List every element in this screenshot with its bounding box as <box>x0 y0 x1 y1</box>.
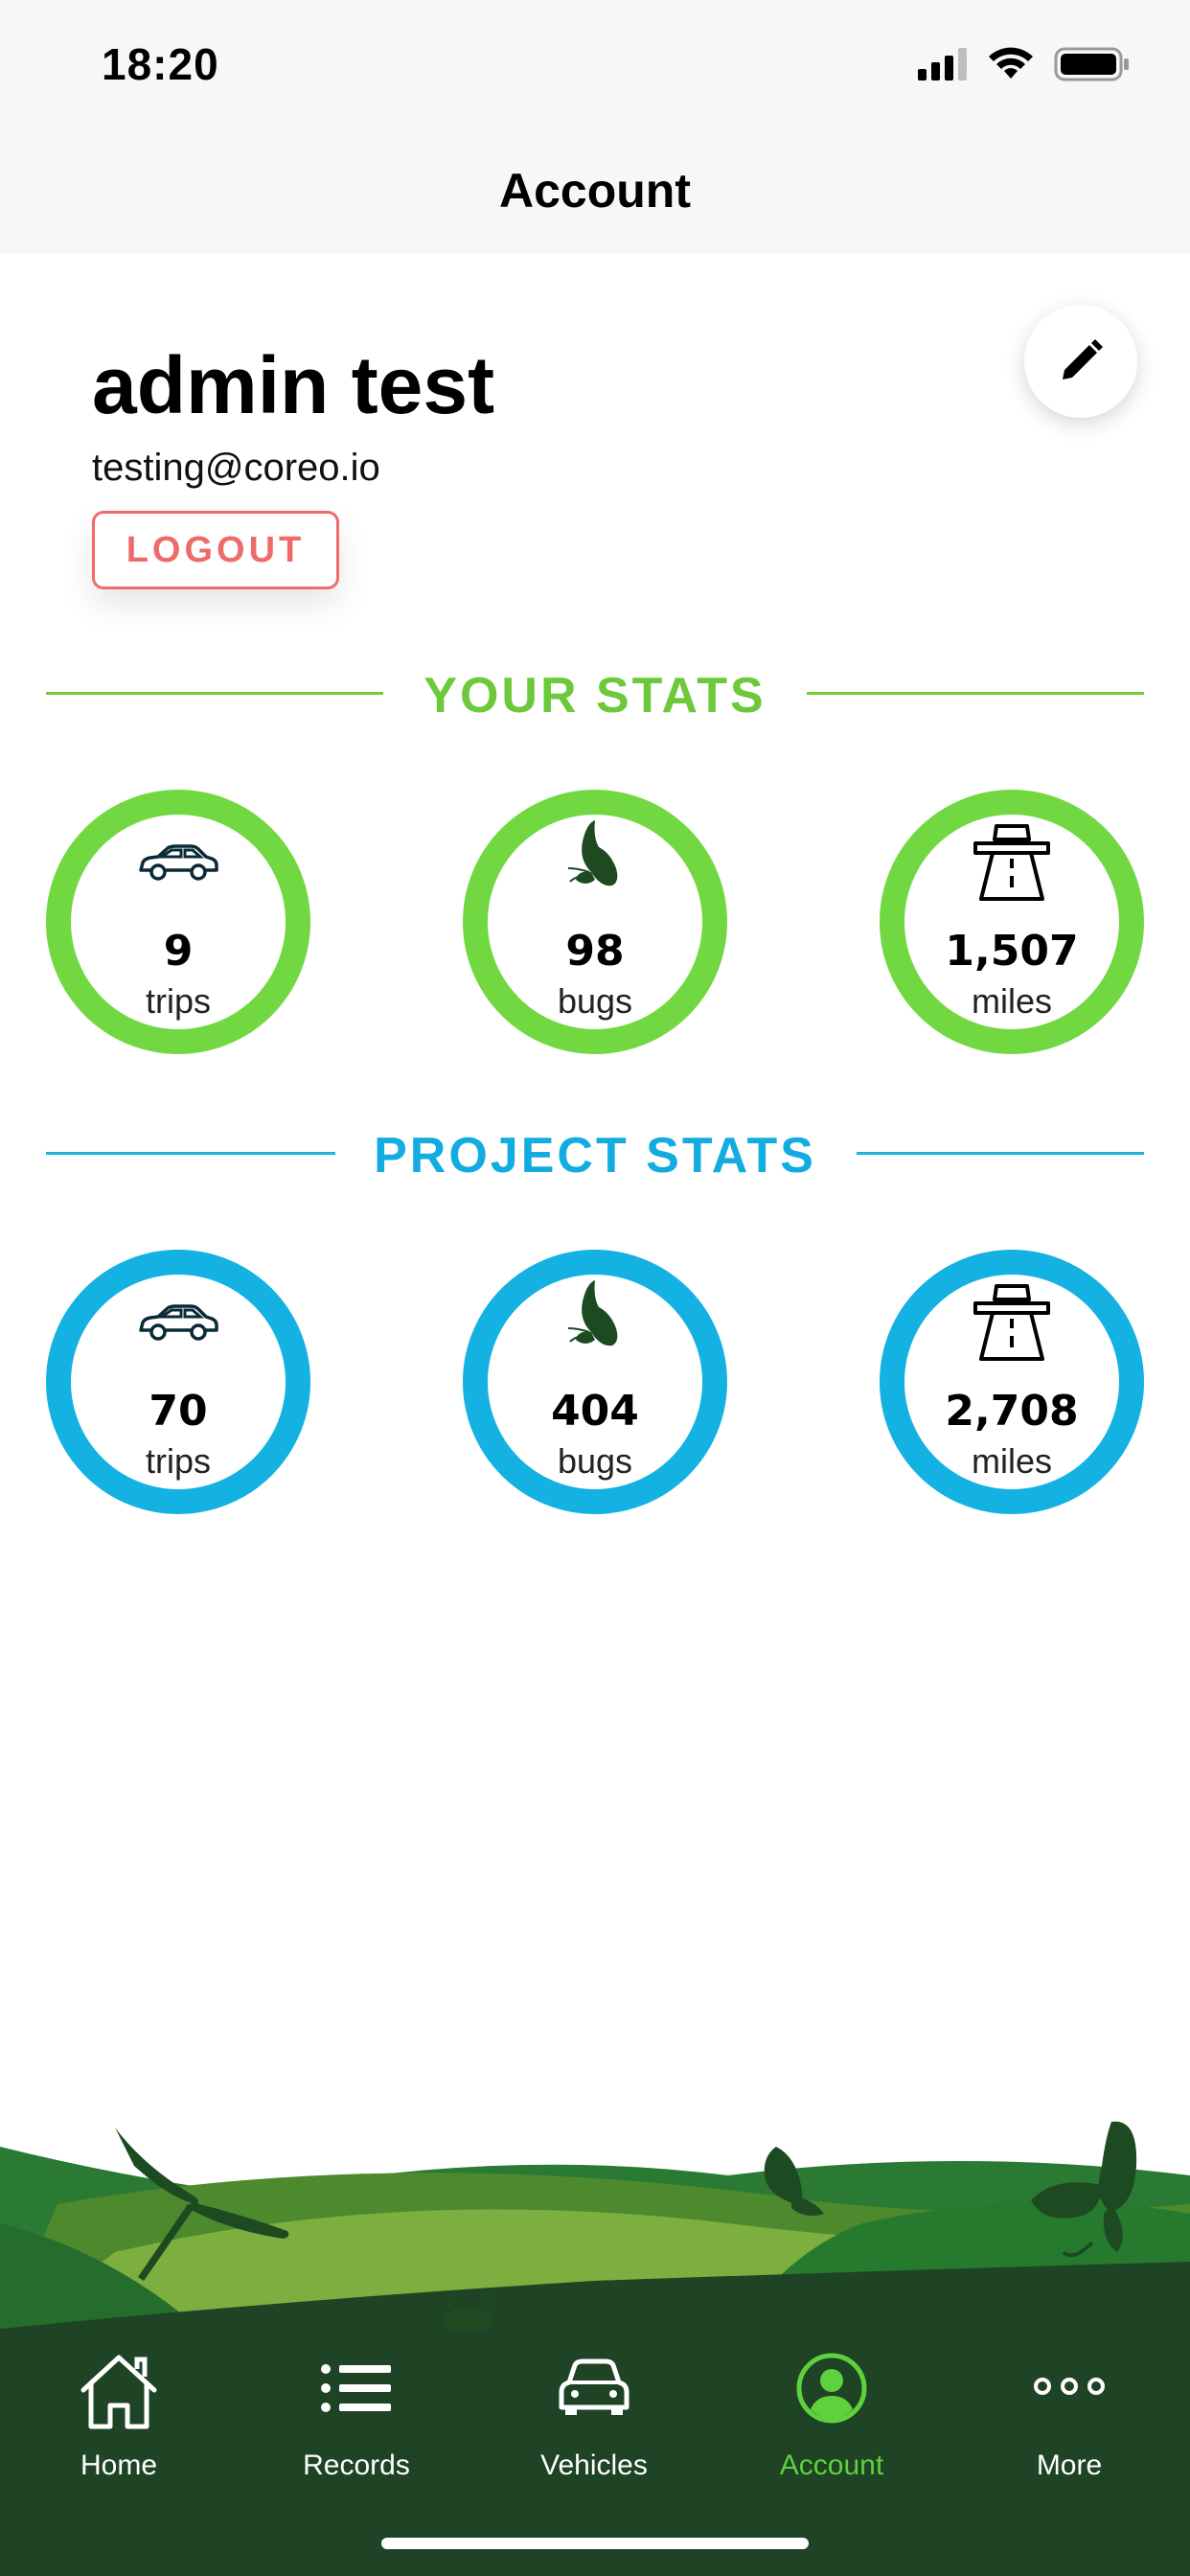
stat-value: 70 <box>149 1387 208 1436</box>
butterfly-small-icon <box>764 2147 824 2216</box>
tab-label: Account <box>779 2450 884 2481</box>
motorway-icon <box>973 1284 1050 1361</box>
project-stats-title: PROJECT STATS <box>374 1128 816 1184</box>
stat-trips: 9 trips <box>46 790 310 1054</box>
stat-unit: bugs <box>557 1441 633 1481</box>
tab-label: Records <box>303 2450 410 2481</box>
car-icon <box>139 1304 218 1341</box>
butterfly-large-icon <box>1031 2121 1137 2258</box>
user-email: testing@coreo.io <box>92 447 380 489</box>
tab-home[interactable]: Home <box>0 2331 238 2503</box>
page-title: Account <box>499 164 691 218</box>
dragonfly-icon <box>115 2128 289 2281</box>
pencil-icon <box>1063 339 1103 380</box>
tab-label: Home <box>80 2450 158 2481</box>
your-stats-title: YOUR STATS <box>423 668 767 724</box>
edit-profile-button[interactable] <box>1024 305 1137 418</box>
tab-vehicles[interactable]: Vehicles <box>475 2331 713 2503</box>
stat-value: 1,507 <box>945 927 1079 976</box>
divider-line <box>46 692 383 695</box>
stat-value: 404 <box>551 1387 639 1436</box>
stat-unit: trips <box>145 981 211 1021</box>
project-stat-miles: 2,708 miles <box>880 1250 1144 1514</box>
project-stats-header: PROJECT STATS <box>46 1119 1144 1186</box>
cellular-signal-icon <box>918 48 967 80</box>
user-name: admin test <box>92 340 495 430</box>
tab-more[interactable]: More <box>950 2331 1188 2503</box>
battery-icon <box>1054 47 1129 81</box>
stat-value: 9 <box>163 927 194 976</box>
stat-value: 2,708 <box>945 1387 1079 1436</box>
tab-account[interactable]: Account <box>713 2331 950 2503</box>
tab-bar: Home Records Vehicles Account <box>0 2331 1190 2576</box>
car-front-icon <box>559 2358 629 2415</box>
your-stats-header: YOUR STATS <box>46 659 1144 726</box>
wifi-icon <box>989 47 1033 79</box>
stat-unit: miles <box>971 1441 1052 1481</box>
stat-unit: bugs <box>557 981 633 1021</box>
logout-button[interactable]: LOGOUT <box>92 511 339 589</box>
stat-bugs: 98 bugs <box>463 790 727 1054</box>
landscape-illustration <box>0 2121 1190 2338</box>
divider-line <box>807 692 1144 695</box>
tab-label: More <box>1036 2450 1103 2481</box>
home-indicator <box>381 2538 809 2549</box>
motorway-icon <box>973 824 1050 901</box>
top-bar: 18:20 Account <box>0 0 1190 253</box>
project-stat-bugs: 404 bugs <box>463 1250 727 1514</box>
stat-miles: 1,507 miles <box>880 790 1144 1054</box>
bee-icon <box>441 2299 494 2334</box>
list-icon <box>321 2364 391 2412</box>
status-time: 18:20 <box>102 39 219 89</box>
stat-unit: miles <box>971 981 1052 1021</box>
butterfly-icon <box>567 1280 618 1346</box>
stat-value: 98 <box>565 927 625 976</box>
car-icon <box>139 844 218 881</box>
divider-line <box>46 1152 335 1155</box>
tab-records[interactable]: Records <box>238 2331 475 2503</box>
home-icon <box>80 2355 157 2429</box>
stat-unit: trips <box>145 1441 211 1481</box>
project-stat-trips: 70 trips <box>46 1250 310 1514</box>
butterfly-icon <box>567 820 618 886</box>
tab-label: Vehicles <box>540 2450 648 2481</box>
account-icon <box>796 2353 867 2424</box>
more-icon <box>1034 2378 1105 2395</box>
divider-line <box>857 1152 1144 1155</box>
